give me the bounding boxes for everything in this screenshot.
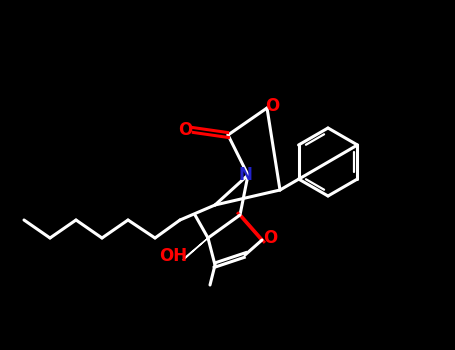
Text: OH: OH	[159, 247, 187, 265]
Text: O: O	[263, 229, 277, 247]
Text: O: O	[178, 121, 192, 139]
Polygon shape	[183, 238, 208, 260]
Text: N: N	[238, 166, 252, 184]
Text: O: O	[265, 97, 279, 115]
